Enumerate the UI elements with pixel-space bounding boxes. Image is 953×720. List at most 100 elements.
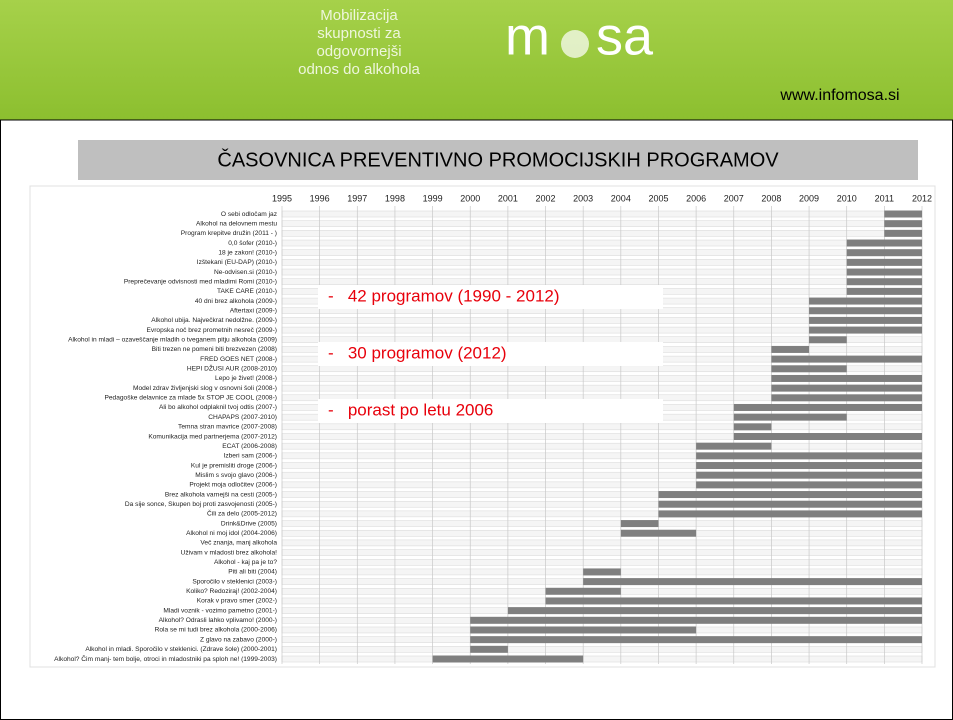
row-label: Drink&Drive (2005) [221, 520, 277, 527]
url: www.infomosa.si [779, 87, 899, 104]
x-tick-label: 2006 [686, 193, 706, 203]
bar [846, 278, 922, 286]
annotation-bg [318, 285, 663, 309]
bar [809, 297, 922, 305]
row-label: Čili za delo (2005-2012) [207, 509, 277, 518]
row-label: Alkohol ni moj idol (2004-2006) [186, 530, 277, 537]
row-label: 18 je zakon! (2010-) [218, 249, 277, 256]
row-label: Izberi sam (2006-) [223, 453, 277, 460]
row-track [281, 220, 923, 227]
row-label: 40 dni brez alkohola (2009-) [195, 298, 277, 305]
bar [809, 336, 847, 344]
row-track [281, 655, 923, 663]
bar [809, 307, 922, 315]
row-label: Da sije sonce, Skupen boj proti zasvojen… [125, 501, 277, 508]
row-label: Rola se mi tudi brez alkohola (2000-2006… [155, 627, 277, 634]
row-label: Alkohol in mladi. Sporočilo v steklenici… [85, 646, 277, 653]
logo-sun [561, 30, 589, 58]
logo-text: sa [596, 6, 654, 66]
row-label: Mladi voznik - vozimo pametno (2001-) [163, 607, 277, 614]
bar [771, 365, 847, 373]
row-track [281, 520, 923, 527]
bar [846, 249, 922, 257]
x-tick-label: 1998 [385, 193, 405, 203]
bar [658, 510, 922, 518]
bar [696, 471, 922, 479]
bar [583, 578, 922, 586]
row-track [281, 529, 923, 537]
x-tick-label: 2002 [536, 193, 556, 203]
title-box [78, 140, 918, 180]
row-track [281, 210, 923, 218]
row-track [281, 539, 923, 547]
bar [583, 568, 621, 576]
bar [884, 229, 922, 237]
row-label: Projekt moja odločitev (2006-) [189, 482, 277, 489]
bar [846, 258, 922, 266]
annotation-bg [318, 399, 663, 423]
bar [658, 491, 922, 499]
row-label: Več znanja, manj alkohola [200, 540, 277, 547]
row-label: Pedagoške delavnice za mlade 5x STOP JE … [104, 395, 277, 402]
row-label: Komunikacija med partnerjema (2007-2012) [148, 433, 277, 440]
x-tick-label: 2008 [761, 193, 781, 203]
bar [809, 316, 922, 324]
chart-title: ČASOVNICA PREVENTIVNO PROMOCIJSKIH PROGR… [217, 148, 779, 171]
row-label: Alkohol in mladi – ozaveščanje mladih o … [68, 337, 277, 344]
bar [846, 268, 922, 276]
row-label: Evropska noč brez prometnih nesreč (2009… [147, 327, 277, 334]
row-label: Z glavo na zabavo (2000-) [200, 636, 277, 643]
tagline-line: odgovornejši [316, 43, 401, 60]
bar [658, 500, 922, 508]
row-label: Preprečevanje odvisnosti med mladimi Rom… [124, 278, 277, 285]
row-label: Aftertaxi (2009-) [230, 307, 277, 314]
bar [733, 423, 772, 431]
x-tick-label: 2000 [460, 193, 480, 203]
row-label: HEPI DŽUSI AUR (2008-2010) [187, 364, 277, 373]
bar [733, 403, 922, 411]
row-label: Alkohol ubija. Največkrat nedolžne. (200… [151, 317, 277, 324]
row-label: Izštekani (EU-DAP) (2010-) [197, 259, 277, 266]
x-tick-label: 1997 [347, 193, 367, 203]
bar [771, 394, 922, 402]
x-tick-label: 2010 [837, 193, 857, 203]
bar [470, 636, 922, 644]
row-label: ECAT (2006-2008) [222, 443, 277, 450]
bar [846, 239, 922, 247]
bar [696, 462, 922, 470]
row-label: Kul je premisliti droge (2006-) [191, 462, 277, 469]
row-label: Lepo je živet! (2008-) [215, 375, 277, 382]
row-label: Temna stran mavrice (2007-2008) [178, 424, 277, 431]
tagline-line: skupnosti za [317, 25, 401, 42]
annotation-bg [318, 342, 663, 366]
bar [771, 355, 922, 363]
row-label: Alkohol? Čim manj- tem bolje, otroci in … [54, 654, 277, 663]
row-label: Koliko? Redoziraj! (2002-2004) [186, 588, 277, 595]
logo-text: m [505, 6, 550, 66]
logo: m sa [505, 6, 654, 66]
bar [846, 287, 922, 295]
row-track [281, 646, 923, 653]
bar [470, 616, 922, 624]
row-label: Alkohol na delovnem mestu [196, 220, 277, 227]
header-band [0, 0, 953, 120]
row-track [281, 278, 923, 285]
row-label: O sebi odločam jaz [221, 211, 277, 218]
row-track [281, 259, 923, 266]
bar [884, 220, 922, 228]
x-tick-label: 2011 [875, 193, 894, 203]
annotation: - 42 programov (1990 - 2012) [328, 286, 560, 305]
x-tick-label: 1995 [272, 193, 292, 203]
row-track [281, 230, 923, 237]
x-tick-label: 1999 [423, 193, 443, 203]
bar [733, 413, 847, 421]
row-label: Piti ali biti (2004) [228, 569, 277, 576]
bar [771, 345, 810, 353]
bar [470, 626, 697, 634]
bar [507, 607, 922, 615]
row-track [281, 249, 923, 256]
row-label: TAKE CARE (2010-) [217, 288, 277, 295]
row-track [281, 559, 923, 566]
